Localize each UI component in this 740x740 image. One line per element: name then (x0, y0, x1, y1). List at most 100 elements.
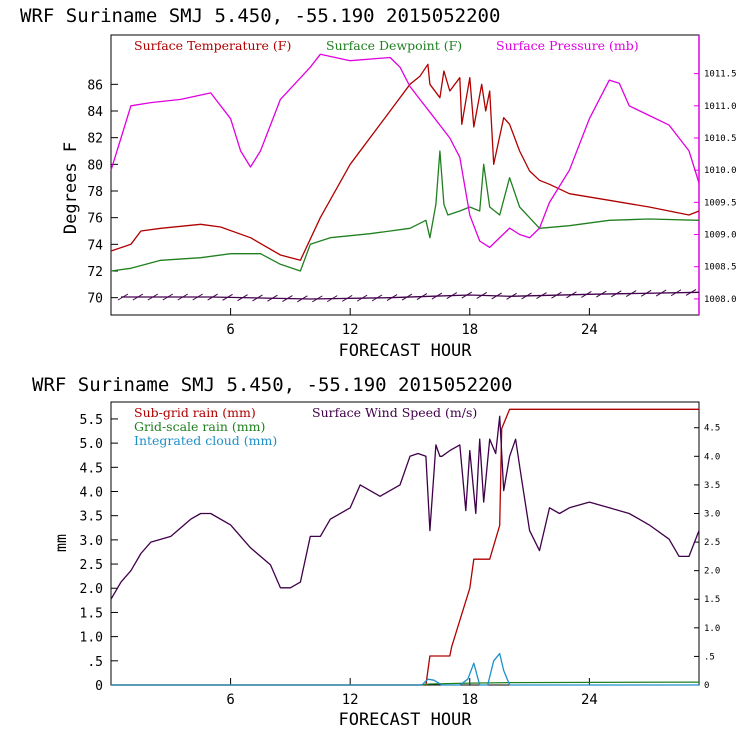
wind-barb (192, 293, 203, 301)
c1-ytick-label: 82 (87, 132, 103, 147)
c1-xtick-label: 24 (581, 322, 598, 338)
wind-barb (326, 295, 338, 303)
c1-y2tick-label: 1010.5 (704, 134, 737, 144)
c1-y2tick-label: 1010.0 (704, 166, 737, 176)
c2-y2tick-label: 2.5 (704, 538, 720, 548)
c2-xtick-label: 12 (342, 692, 359, 708)
chart1-title: WRF Suriname SMJ 5.450, -55.190 20150522… (20, 5, 500, 27)
wind-barb (655, 289, 667, 297)
wind-barb (640, 289, 652, 297)
c1-series-line-3 (121, 291, 700, 300)
wind-barb (371, 294, 383, 302)
c2-xtick-label: 6 (226, 692, 234, 708)
c2-y2tick-label: 4.5 (704, 424, 720, 434)
c1-ytick-label: 74 (87, 238, 103, 253)
wind-barb (132, 293, 144, 301)
wind-barb (222, 293, 233, 301)
c2-y2tick-label: 0 (704, 681, 709, 691)
chart1-legend-temp: Surface Temperature (F) (134, 38, 291, 53)
c1-ytick-label: 72 (87, 265, 103, 280)
wind-barb (506, 292, 517, 300)
wind-barb (356, 294, 368, 302)
wind-barb (670, 289, 682, 297)
chart1-legend-pres: Surface Pressure (mb) (496, 38, 639, 53)
c2-ytick-label: .5 (87, 655, 103, 670)
wind-barb (297, 295, 308, 303)
c2-y2tick-label: 1.0 (704, 624, 720, 634)
wind-barb (267, 294, 278, 302)
c2-ytick-label: 2.5 (80, 558, 103, 573)
wind-barb (386, 294, 398, 302)
wind-barb (282, 295, 293, 302)
c1-y2tick-label: 1009.5 (704, 198, 737, 208)
c1-y2tick-label: 1009.0 (704, 231, 737, 241)
chart1-xlabel: FORECAST HOUR (338, 341, 472, 361)
chart1-legend-dew: Surface Dewpoint (F) (326, 38, 462, 53)
chart2-ylabel: mm (52, 534, 70, 552)
wind-barb (401, 293, 413, 301)
c1-ytick-label: 84 (87, 105, 103, 120)
wind-barb (147, 293, 159, 301)
c2-ytick-label: 5.0 (80, 437, 103, 452)
c1-ytick-label: 70 (87, 292, 103, 307)
c2-y2tick-label: 3.0 (704, 509, 720, 519)
wind-barb (237, 294, 248, 302)
c1-series-line-2 (110, 53, 700, 249)
wind-barb (431, 292, 443, 300)
c1-ytick-label: 78 (87, 185, 103, 200)
c2-ytick-label: 5.5 (80, 413, 103, 428)
c2-series-line-3 (110, 415, 700, 600)
c2-ytick-label: 1.0 (80, 631, 103, 646)
c2-y2tick-label: 1.5 (704, 595, 720, 605)
wind-barb (207, 293, 218, 301)
wind-barb (476, 291, 487, 299)
c2-series-line-0 (111, 408, 699, 686)
c1-xtick-label: 6 (226, 322, 234, 338)
chart2-legend-subgrid: Sub-grid rain (mm) (134, 405, 256, 420)
c1-y2tick-label: 1011.0 (704, 102, 737, 112)
c2-series-line-2 (111, 652, 699, 686)
wind-barb (521, 292, 532, 300)
chart2-xlabel: FORECAST HOUR (338, 710, 472, 730)
c2-xtick-label: 18 (461, 692, 478, 708)
c2-ytick-label: 0 (95, 679, 103, 694)
c2-y2tick-label: 2.0 (704, 567, 720, 577)
c2-ytick-label: 4.5 (80, 461, 103, 476)
wind-barb (252, 294, 263, 302)
chart2-title: WRF Suriname SMJ 5.450, -55.190 20150522… (32, 374, 512, 396)
c2-ytick-label: 2.0 (80, 582, 103, 597)
chart1-ylabel: Degrees F (61, 142, 81, 234)
wind-barb (177, 293, 189, 301)
c2-ytick-label: 3.5 (80, 510, 103, 525)
chart2-legend-wind: Surface Wind Speed (m/s) (312, 405, 477, 420)
wind-barb (581, 290, 592, 298)
c1-y2tick-label: 1011.5 (704, 70, 737, 80)
c2-ytick-label: 1.5 (80, 606, 103, 621)
c2-xtick-label: 24 (581, 692, 598, 708)
wind-barb (341, 294, 353, 302)
wind-barb (566, 291, 577, 299)
wind-barb (491, 292, 502, 300)
c2-y2tick-label: 4.0 (704, 452, 720, 462)
c1-series-line-1 (110, 150, 700, 272)
c2-y2tick-label: .5 (704, 652, 715, 662)
chart2-legend-cloud: Integrated cloud (mm) (134, 433, 277, 448)
c1-ytick-label: 80 (87, 158, 103, 173)
c1-series-line-0 (110, 63, 700, 261)
c2-ytick-label: 3.0 (80, 534, 103, 549)
wind-barb (536, 292, 547, 299)
wind-barb (461, 291, 473, 299)
c1-y2tick-label: 1008.5 (704, 263, 737, 273)
c2-y2tick-label: 3.5 (704, 481, 720, 491)
wind-barb (625, 290, 637, 297)
c2-ytick-label: 4.0 (80, 485, 103, 500)
chart2-legend-grid: Grid-scale rain (mm) (134, 419, 265, 434)
c1-ytick-label: 76 (87, 212, 103, 227)
wind-barb (685, 289, 697, 296)
wind-barb (611, 290, 622, 298)
wind-barb (551, 291, 562, 299)
wind-barb (312, 295, 323, 303)
wind-barb (446, 292, 458, 300)
c1-ytick-label: 86 (87, 78, 103, 93)
